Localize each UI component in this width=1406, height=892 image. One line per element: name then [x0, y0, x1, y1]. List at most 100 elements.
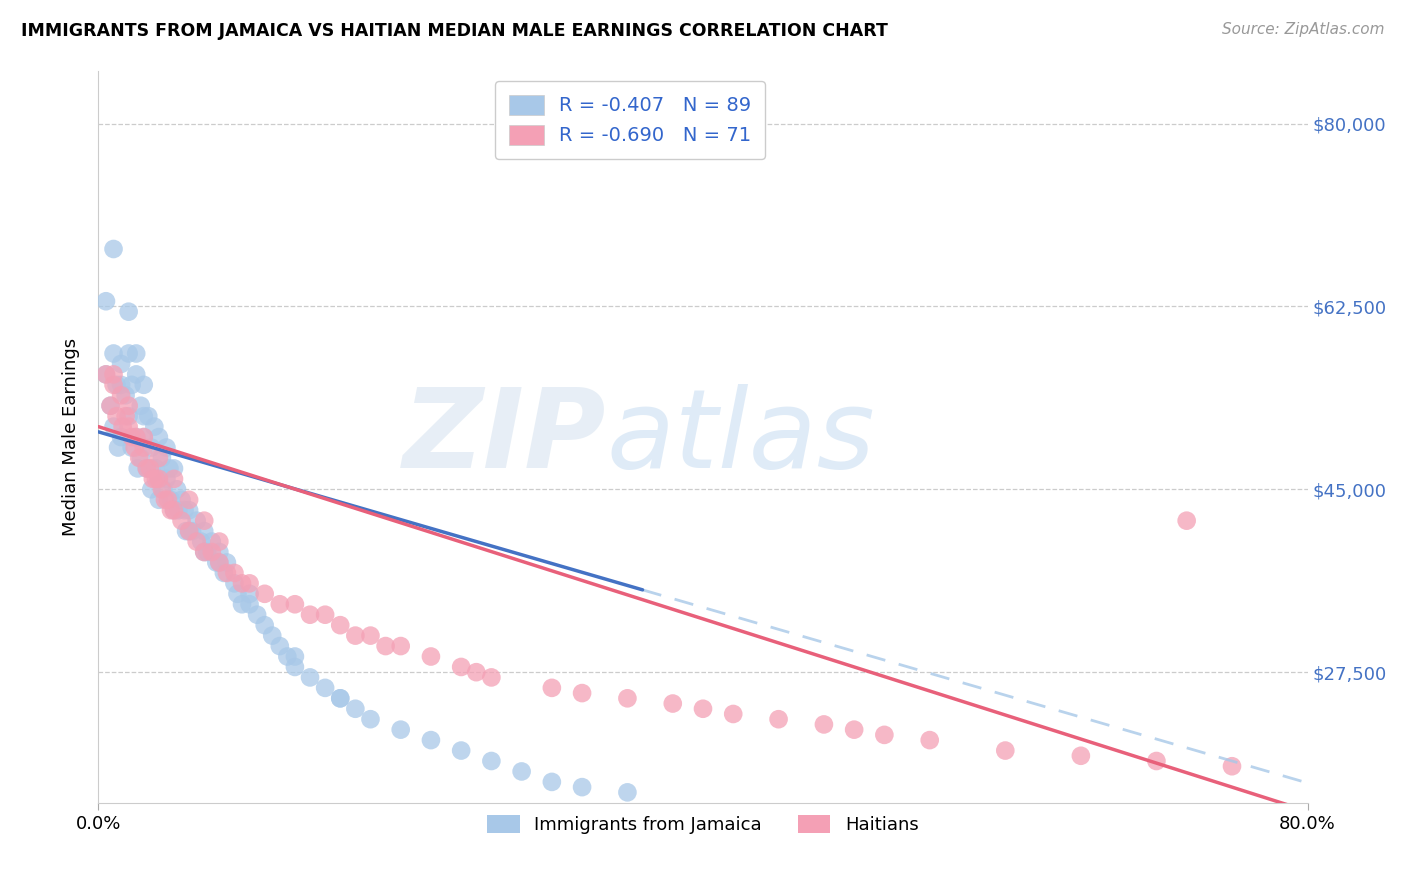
Point [186, 514, 208, 528]
Point [170, 514, 193, 528]
Point [142, 472, 165, 486]
Point [246, 607, 269, 622]
Point [103, 346, 125, 360]
Point [125, 346, 148, 360]
Point [314, 607, 336, 622]
Point [166, 483, 188, 497]
Point [111, 419, 134, 434]
Point [226, 587, 249, 601]
Point [141, 441, 163, 455]
Point [136, 409, 159, 424]
Point [103, 419, 125, 434]
Text: IMMIGRANTS FROM JAMAICA VS HAITIAN MEDIAN MALE EARNINGS CORRELATION CHART: IMMIGRANTS FROM JAMAICA VS HAITIAN MEDIA… [21, 22, 889, 40]
Point [253, 587, 276, 601]
Point [150, 450, 173, 465]
Point [132, 377, 155, 392]
Point [239, 587, 262, 601]
Point [208, 556, 231, 570]
Point [284, 649, 307, 664]
Point [208, 534, 231, 549]
Point [148, 472, 170, 486]
Point [114, 388, 136, 402]
Point [125, 430, 148, 444]
Point [571, 686, 593, 700]
Point [110, 430, 132, 444]
Point [118, 346, 141, 360]
Point [299, 607, 322, 622]
Point [148, 450, 170, 465]
Point [105, 409, 128, 424]
Point [481, 670, 503, 684]
Point [110, 357, 132, 371]
Point [94, 368, 117, 382]
Point [179, 524, 201, 538]
Point [148, 472, 170, 486]
Point [152, 483, 174, 497]
Point [389, 723, 412, 737]
Point [215, 556, 238, 570]
Point [918, 733, 941, 747]
Point [768, 712, 790, 726]
Point [844, 723, 866, 737]
Point [540, 775, 562, 789]
Point [174, 524, 197, 538]
Point [135, 461, 157, 475]
Point [118, 409, 141, 424]
Point [231, 597, 253, 611]
Point [1220, 759, 1243, 773]
Point [129, 399, 152, 413]
Point [299, 670, 322, 684]
Point [127, 461, 149, 475]
Point [269, 597, 291, 611]
Point [1175, 514, 1198, 528]
Point [141, 483, 163, 497]
Point [661, 697, 683, 711]
Point [145, 461, 167, 475]
Point [148, 492, 170, 507]
Point [201, 545, 224, 559]
Point [155, 472, 177, 486]
Point [107, 441, 129, 455]
Point [481, 754, 503, 768]
Text: Source: ZipAtlas.com: Source: ZipAtlas.com [1222, 22, 1385, 37]
Point [163, 472, 186, 486]
Point [723, 706, 745, 721]
Point [344, 702, 367, 716]
Point [994, 743, 1017, 757]
Point [110, 377, 132, 392]
Point [118, 419, 141, 434]
Point [284, 660, 307, 674]
Point [873, 728, 896, 742]
Point [1070, 748, 1092, 763]
Point [170, 492, 193, 507]
Point [616, 691, 638, 706]
Point [132, 430, 155, 444]
Point [150, 483, 173, 497]
Point [181, 524, 204, 538]
Point [132, 409, 155, 424]
Point [179, 492, 201, 507]
Point [179, 503, 201, 517]
Point [128, 450, 150, 465]
Point [215, 566, 238, 580]
Point [224, 566, 246, 580]
Point [156, 492, 179, 507]
Point [510, 764, 533, 779]
Point [153, 492, 176, 507]
Y-axis label: Median Male Earnings: Median Male Earnings [62, 338, 80, 536]
Point [159, 461, 181, 475]
Point [132, 430, 155, 444]
Point [231, 576, 253, 591]
Point [160, 503, 183, 517]
Point [118, 304, 141, 318]
Point [262, 629, 284, 643]
Point [179, 524, 201, 538]
Point [1144, 754, 1167, 768]
Point [139, 461, 162, 475]
Point [389, 639, 412, 653]
Point [344, 629, 367, 643]
Point [224, 576, 246, 591]
Legend: Immigrants from Jamaica, Haitians: Immigrants from Jamaica, Haitians [477, 804, 929, 845]
Point [121, 430, 143, 444]
Point [329, 618, 352, 632]
